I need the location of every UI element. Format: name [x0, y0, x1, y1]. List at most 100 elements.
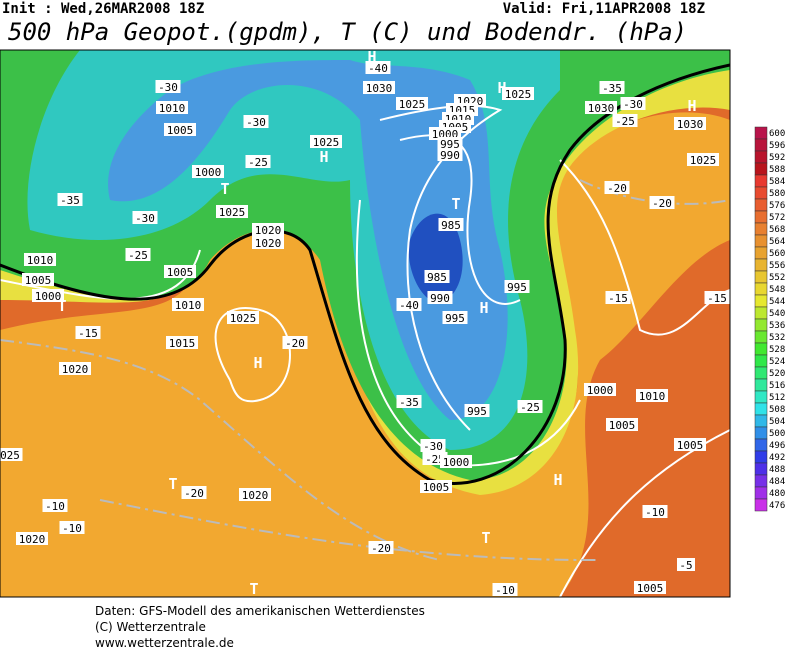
- contour-label: 1030: [588, 102, 615, 115]
- contour-label: 990: [440, 149, 460, 162]
- colorbar-label: 532: [769, 333, 785, 343]
- contour-label: 1025: [230, 312, 257, 325]
- label-box: [605, 291, 631, 304]
- colorbar-swatch: [754, 174, 768, 188]
- colorbar-label: 564: [769, 237, 785, 247]
- pressure-center: T: [249, 580, 258, 598]
- colorbar-label: 580: [769, 189, 785, 199]
- contour-label: -15: [78, 327, 98, 340]
- colorbar-label: 484: [769, 477, 785, 487]
- label-box: [502, 87, 534, 100]
- contour-label: -30: [158, 81, 178, 94]
- contour-label: 990: [430, 292, 450, 305]
- colorbar-label: 508: [769, 405, 785, 415]
- colorbar-swatch: [754, 426, 768, 440]
- label-box: [649, 196, 675, 209]
- label-box: [424, 270, 450, 283]
- colorbar-swatch: [754, 462, 768, 476]
- colorbar-label: 572: [769, 213, 785, 223]
- label-box: [584, 383, 616, 396]
- pressure-center: H: [319, 148, 328, 166]
- contour-label: 1030: [677, 118, 704, 131]
- colorbar-label: 512: [769, 393, 785, 403]
- label-box: [365, 61, 391, 74]
- label-box: [642, 505, 668, 518]
- colorbar-swatch: [754, 414, 768, 428]
- colorbar-label: 548: [769, 285, 785, 295]
- contour-label: 1020: [242, 489, 269, 502]
- map-labels: 10101005-30-35-30-251005101010051000T-15…: [0, 50, 730, 598]
- colorbar-swatch: [754, 486, 768, 500]
- colorbar-label: 524: [769, 357, 785, 367]
- label-box: [634, 581, 666, 594]
- label-box: [310, 135, 342, 148]
- map-area: 10101005-30-35-30-251005101010051000T-15…: [0, 50, 730, 598]
- label-box: [464, 404, 490, 417]
- colorbar-swatch: [754, 390, 768, 404]
- label-box: [125, 248, 151, 261]
- contour-label: 1005: [677, 439, 704, 452]
- label-box: [674, 438, 706, 451]
- label-box: [440, 455, 472, 468]
- colorbar-label: 592: [769, 153, 785, 163]
- colorbar-swatch: [754, 498, 768, 512]
- colorbar-swatch: [754, 306, 768, 320]
- contour-label: -10: [62, 522, 82, 535]
- contour-label: 1005: [609, 419, 636, 432]
- colorbar-label: 540: [769, 309, 785, 319]
- contour-label: -40: [399, 299, 419, 312]
- contour-label: 1030: [366, 82, 393, 95]
- isotherm: [99, 499, 601, 561]
- valid-time: Valid: Fri,11APR2008 18Z: [503, 1, 705, 17]
- contour-label: -15: [707, 292, 727, 305]
- colorbar-swatch: [754, 450, 768, 464]
- map-title: 500 hPa Geopot.(gpdm), T (C) und Bodendr…: [8, 18, 687, 46]
- label-box: [420, 439, 446, 452]
- label-box: [164, 265, 196, 278]
- colorbar-swatch: [754, 150, 768, 164]
- label-box: [636, 389, 668, 402]
- contour-label: 1000: [35, 290, 62, 303]
- contour-label: 1015: [169, 337, 196, 350]
- contour-label: -20: [652, 197, 672, 210]
- label-box: [396, 298, 422, 311]
- colorbar-swatch: [754, 258, 768, 272]
- footer-line: (C) Wetterzentrale: [95, 620, 206, 634]
- contour-label: 995: [507, 281, 527, 294]
- contour-label: -10: [645, 506, 665, 519]
- colorbar-swatch: [754, 246, 768, 260]
- contour-label: -20: [607, 182, 627, 195]
- colorbar-label: 536: [769, 321, 785, 331]
- label-box: [687, 153, 719, 166]
- contour-label: 995: [467, 405, 487, 418]
- colorbar-label: 496: [769, 441, 785, 451]
- contour-label: 985: [427, 271, 447, 284]
- contour-label: -5: [679, 559, 692, 572]
- pressure-center: T: [57, 297, 66, 315]
- label-box: [22, 273, 54, 286]
- contour-label: 1000: [443, 456, 470, 469]
- colorbar-swatch: [754, 294, 768, 308]
- pressure-center: T: [451, 195, 460, 213]
- contour-label: 1010: [27, 254, 54, 267]
- colorbar-swatch: [754, 402, 768, 416]
- colorbar-label: 584: [769, 177, 785, 187]
- pressure-center: H: [553, 471, 562, 489]
- label-box: [16, 532, 48, 545]
- label-box: [674, 117, 706, 130]
- contour-label: -30: [623, 98, 643, 111]
- label-box: [172, 298, 204, 311]
- label-box: [368, 541, 394, 554]
- colorbar-swatch: [754, 474, 768, 488]
- label-box: [396, 395, 422, 408]
- colorbar-label: 588: [769, 165, 785, 175]
- colorbar-label: 556: [769, 261, 785, 271]
- pressure-center: T: [481, 529, 490, 547]
- contour-label: -25: [520, 401, 540, 414]
- colorbar-swatch: [754, 366, 768, 380]
- colorbar-label: 528: [769, 345, 785, 355]
- contour-label: 1010: [639, 390, 666, 403]
- contour-label: -10: [495, 584, 515, 597]
- contour-label: -25: [425, 453, 445, 466]
- colorbar-swatch: [754, 186, 768, 200]
